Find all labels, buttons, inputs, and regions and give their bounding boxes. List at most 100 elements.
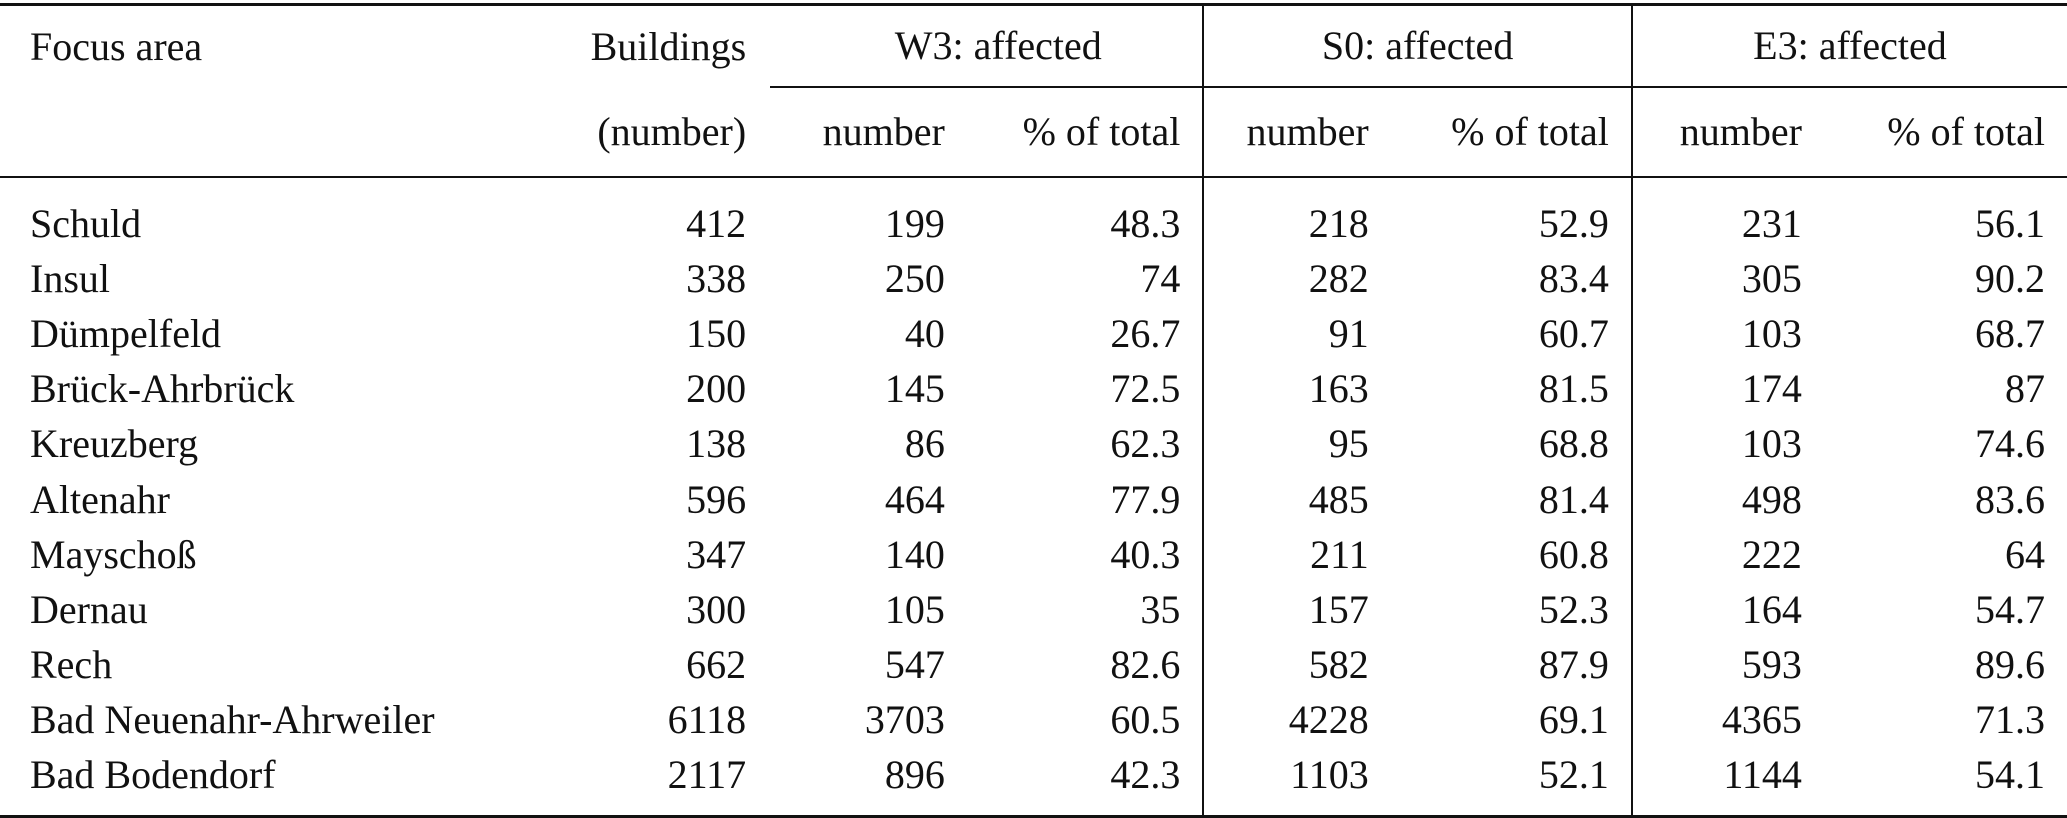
header-e3-number: number bbox=[1630, 86, 1824, 178]
cell-focus-area: Bad Neuenahr-Ahrweiler bbox=[30, 697, 435, 743]
cell-buildings: 300 bbox=[686, 586, 747, 632]
cell-w3-number: 105 bbox=[884, 586, 945, 632]
cell-focus-area: Dernau bbox=[30, 586, 148, 632]
table-row: Kreuzberg 138 86 62.3 95 68.8 103 74.6 bbox=[0, 416, 2067, 472]
cell-s0-number: 282 bbox=[1202, 251, 1391, 307]
table-row: Bad Neuenahr-Ahrweiler 6118 3703 60.5 4228 69… bbox=[0, 692, 2067, 748]
cell-focus-area: Kreuzberg bbox=[30, 421, 199, 467]
cell-buildings: 662 bbox=[686, 642, 747, 688]
cell-e3-pct: 54.1 bbox=[1823, 747, 2067, 818]
cell-e3-number: 222 bbox=[1630, 527, 1824, 583]
cell-buildings: 138 bbox=[686, 421, 747, 467]
cell-w3-pct: 48.3 bbox=[1110, 200, 1181, 246]
header-buildings: Buildings bbox=[590, 23, 747, 69]
cell-e3-pct: 90.2 bbox=[1975, 255, 2045, 301]
cell-e3-number: 164 bbox=[1630, 582, 1824, 638]
cell-w3-number: 464 bbox=[884, 476, 945, 522]
cell-s0-pct: 81.4 bbox=[1538, 476, 1609, 522]
cell-buildings: 6118 bbox=[667, 697, 747, 743]
cell-w3-number: 140 bbox=[884, 531, 945, 577]
cell-e3-number: 305 bbox=[1630, 251, 1824, 307]
cell-w3-number: 547 bbox=[884, 642, 945, 688]
cell-s0-pct: 81.5 bbox=[1538, 366, 1609, 412]
cell-e3-number: 498 bbox=[1630, 471, 1824, 528]
cell-s0-pct: 87.9 bbox=[1538, 642, 1609, 688]
cell-e3-number: 103 bbox=[1630, 416, 1824, 472]
table-body: Schuld 412 199 48.3 218 52.9 231 56.1 Insul 338 25… bbox=[0, 177, 2067, 818]
table-row: Dernau 300 105 35 157 52.3 164 54.7 bbox=[0, 582, 2067, 638]
cell-w3-pct: 62.3 bbox=[1110, 421, 1181, 467]
cell-w3-number: 3703 bbox=[864, 697, 945, 743]
cell-buildings: 150 bbox=[686, 310, 747, 356]
cell-e3-pct: 64 bbox=[2005, 531, 2045, 577]
cell-s0-number: 163 bbox=[1202, 361, 1391, 417]
table-row: Altenahr 596 464 77.9 485 81.4 498 83.6 bbox=[0, 471, 2067, 528]
header-w3-number: number bbox=[770, 86, 967, 178]
cell-e3-number: 174 bbox=[1630, 361, 1824, 417]
cell-w3-pct: 26.7 bbox=[1110, 310, 1181, 356]
cell-s0-number: 4228 bbox=[1202, 692, 1391, 748]
cell-e3-pct: 87 bbox=[2005, 366, 2045, 412]
cell-s0-pct: 52.1 bbox=[1390, 747, 1632, 818]
cell-s0-pct: 83.4 bbox=[1538, 255, 1609, 301]
cell-e3-number: 1144 bbox=[1630, 747, 1824, 818]
cell-s0-pct: 69.1 bbox=[1538, 697, 1609, 743]
cell-w3-number: 40 bbox=[904, 310, 945, 356]
header-buildings-unit: (number) bbox=[543, 87, 771, 178]
cell-w3-number: 250 bbox=[884, 255, 945, 301]
cell-buildings: 2117 bbox=[543, 747, 771, 818]
cell-buildings: 200 bbox=[686, 366, 747, 412]
table-row: Bad Bodendorf 2117 896 42.3 1103 52.1 1144 54.1 bbox=[0, 747, 2067, 818]
cell-s0-pct: 52.3 bbox=[1538, 586, 1609, 632]
table-header: Focus area Buildings W3: affected S0: af… bbox=[0, 3, 2067, 178]
cell-s0-number: 218 bbox=[1202, 177, 1391, 252]
cell-w3-number: 145 bbox=[884, 366, 945, 412]
cell-e3-pct: 54.7 bbox=[1975, 586, 2045, 632]
cell-s0-number: 211 bbox=[1202, 527, 1391, 583]
cell-w3-number: 86 bbox=[904, 421, 945, 467]
header-group-e3: E3: affected bbox=[1630, 6, 2067, 87]
cell-focus-area: Brück-Ahrbrück bbox=[30, 366, 295, 412]
cell-w3-pct: 40.3 bbox=[1110, 531, 1181, 577]
cell-w3-number: 896 bbox=[770, 747, 967, 818]
cell-s0-number: 485 bbox=[1202, 471, 1391, 528]
cell-e3-number: 4365 bbox=[1630, 692, 1824, 748]
cell-e3-number: 103 bbox=[1630, 306, 1824, 362]
cell-e3-pct: 83.6 bbox=[1975, 476, 2045, 522]
cell-s0-pct: 68.8 bbox=[1538, 421, 1609, 467]
header-focus-area: Focus area bbox=[30, 23, 203, 69]
table-row: Brück-Ahrbrück 200 145 72.5 163 81.5 174 87 bbox=[0, 361, 2067, 417]
cell-e3-pct: 56.1 bbox=[1975, 200, 2045, 246]
header-group-w3: W3: affected bbox=[894, 23, 1102, 68]
cell-e3-pct: 68.7 bbox=[1975, 310, 2045, 356]
header-s0-pct: % of total bbox=[1390, 86, 1632, 178]
cell-e3-pct: 71.3 bbox=[1975, 697, 2045, 743]
cell-e3-number: 593 bbox=[1630, 637, 1824, 693]
cell-buildings: 596 bbox=[686, 476, 747, 522]
cell-focus-area: Insul bbox=[30, 255, 110, 301]
cell-w3-pct: 60.5 bbox=[1110, 697, 1181, 743]
table-row: Mayschoß 347 140 40.3 211 60.8 222 64 bbox=[0, 527, 2067, 583]
cell-s0-number: 95 bbox=[1202, 416, 1391, 472]
table-row: Dümpelfeld 150 40 26.7 91 60.7 103 68.7 bbox=[0, 306, 2067, 362]
cell-w3-pct: 42.3 bbox=[966, 747, 1204, 818]
cell-w3-pct: 77.9 bbox=[1110, 476, 1181, 522]
table-row: Schuld 412 199 48.3 218 52.9 231 56.1 bbox=[0, 177, 2067, 252]
cell-focus-area: Dümpelfeld bbox=[30, 310, 222, 356]
cell-w3-pct: 35 bbox=[1140, 586, 1181, 632]
cell-e3-pct: 74.6 bbox=[1975, 421, 2045, 467]
header-s0-number: number bbox=[1202, 86, 1391, 178]
table-row: Insul 338 250 74 282 83.4 305 90.2 bbox=[0, 251, 2067, 307]
cell-s0-number: 157 bbox=[1202, 582, 1391, 638]
cell-focus-area: Altenahr bbox=[30, 476, 170, 522]
cell-e3-pct: 89.6 bbox=[1975, 642, 2045, 688]
cell-s0-number: 1103 bbox=[1202, 747, 1391, 818]
cell-w3-pct: 82.6 bbox=[1110, 642, 1181, 688]
affected-buildings-table: Focus area Buildings W3: affected S0: af… bbox=[0, 3, 2067, 818]
cell-s0-pct: 60.7 bbox=[1538, 310, 1609, 356]
cell-e3-number: 231 bbox=[1630, 177, 1824, 252]
cell-focus-area: Schuld bbox=[30, 200, 142, 246]
header-e3-pct: % of total bbox=[1823, 86, 2067, 178]
header-w3-pct: % of total bbox=[966, 86, 1204, 178]
